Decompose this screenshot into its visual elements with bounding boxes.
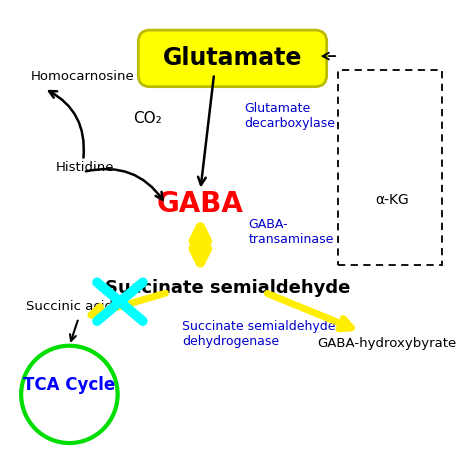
Text: TCA Cycle: TCA Cycle [23,376,116,394]
Bar [338,70,442,265]
Text: GABA: GABA [157,190,244,219]
Text: GABA-
transaminase: GABA- transaminase [248,218,334,246]
FancyBboxPatch shape [138,30,327,87]
Text: Succinate semialdehyde
dehydrogenase: Succinate semialdehyde dehydrogenase [182,320,336,348]
Text: GABA-hydroxybyrate: GABA-hydroxybyrate [317,337,456,350]
Text: CO₂: CO₂ [133,111,162,126]
Text: Glutamate
decarboxylase: Glutamate decarboxylase [244,102,335,130]
Text: Homocarnosine: Homocarnosine [30,70,134,83]
Text: Glutamate: Glutamate [163,46,302,70]
Text: α-KG: α-KG [375,193,409,207]
Text: Succinate semialdehyde: Succinate semialdehyde [105,279,351,297]
Text: Succinic acid: Succinic acid [26,300,113,313]
Text: Histidine: Histidine [55,161,114,174]
